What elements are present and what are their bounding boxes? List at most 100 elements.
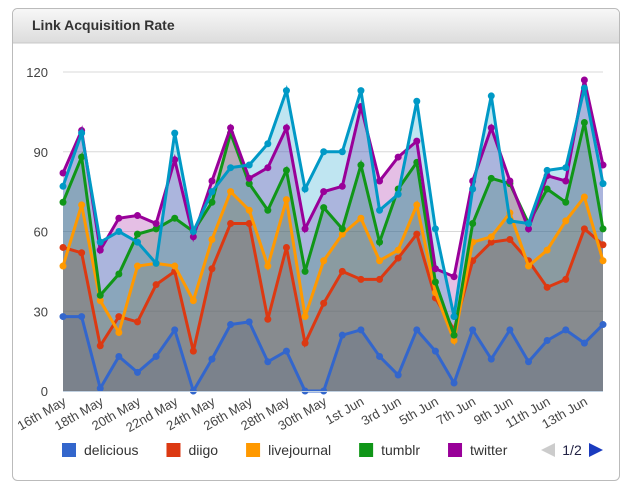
point — [96, 291, 104, 299]
point — [469, 220, 477, 228]
point — [208, 355, 216, 363]
panel — [12, 8, 620, 481]
legend-label[interactable]: diigo — [188, 442, 218, 458]
point — [487, 233, 495, 241]
y-tick-label: 90 — [34, 145, 48, 160]
point — [580, 193, 588, 201]
line — [62, 222, 604, 352]
point — [376, 352, 384, 360]
point — [282, 196, 290, 204]
point — [338, 230, 346, 238]
point — [208, 265, 216, 273]
point — [469, 326, 477, 334]
point — [171, 326, 179, 334]
point — [208, 188, 216, 196]
point — [59, 313, 67, 321]
area — [63, 79, 603, 391]
point — [133, 230, 141, 238]
point — [487, 92, 495, 100]
point — [413, 137, 421, 145]
point — [245, 318, 253, 326]
point — [227, 164, 235, 172]
point — [580, 76, 588, 84]
legend-swatch[interactable] — [166, 443, 181, 457]
point — [431, 225, 439, 233]
point — [506, 235, 514, 243]
area — [63, 316, 603, 391]
point — [376, 206, 384, 214]
point — [115, 270, 123, 278]
legend-label[interactable]: tumblr — [381, 442, 420, 458]
point — [264, 164, 272, 172]
point — [450, 331, 458, 339]
point — [171, 214, 179, 222]
point — [562, 217, 570, 225]
legend-next[interactable] — [589, 443, 603, 457]
point — [506, 326, 514, 334]
point — [338, 331, 346, 339]
point — [208, 235, 216, 243]
point — [338, 182, 346, 190]
point — [357, 275, 365, 283]
point — [59, 243, 67, 251]
point — [78, 313, 86, 321]
point — [96, 297, 104, 305]
point — [133, 318, 141, 326]
point — [96, 246, 104, 254]
point — [282, 166, 290, 174]
point — [413, 201, 421, 209]
legend-label[interactable]: twitter — [470, 442, 508, 458]
point — [133, 212, 141, 220]
point — [301, 267, 309, 275]
point — [59, 262, 67, 270]
point — [599, 180, 607, 188]
legend-swatch[interactable] — [62, 443, 76, 457]
point — [580, 225, 588, 233]
point — [264, 262, 272, 270]
point — [264, 206, 272, 214]
point — [487, 355, 495, 363]
legend-label[interactable]: delicious — [84, 442, 138, 458]
point — [357, 214, 365, 222]
point — [394, 246, 402, 254]
point — [189, 297, 197, 305]
point — [245, 180, 253, 188]
point — [394, 254, 402, 262]
point — [506, 217, 514, 225]
point — [450, 313, 458, 321]
point — [152, 352, 160, 360]
point — [525, 262, 533, 270]
point — [599, 321, 607, 329]
point — [208, 198, 216, 206]
legend-swatch[interactable] — [246, 443, 261, 457]
legend-swatch[interactable] — [359, 443, 374, 457]
point — [115, 329, 123, 337]
point — [376, 238, 384, 246]
point — [599, 257, 607, 265]
point — [543, 166, 551, 174]
point — [59, 182, 67, 190]
point — [320, 188, 328, 196]
point — [208, 177, 216, 185]
point — [133, 238, 141, 246]
y-tick-label: 30 — [34, 304, 48, 319]
point — [78, 153, 86, 161]
point — [599, 241, 607, 249]
point — [133, 368, 141, 376]
legend-label[interactable]: livejournal — [268, 442, 331, 458]
point — [152, 225, 160, 233]
point — [394, 371, 402, 379]
point — [171, 129, 179, 137]
point — [96, 238, 104, 246]
point — [525, 225, 533, 233]
point — [301, 185, 309, 193]
point — [506, 177, 514, 185]
area — [63, 223, 603, 391]
legend-prev[interactable] — [541, 443, 555, 457]
point — [59, 198, 67, 206]
point — [171, 156, 179, 164]
point — [450, 336, 458, 344]
point — [245, 206, 253, 214]
point — [338, 267, 346, 275]
legend-swatch[interactable] — [448, 443, 463, 457]
